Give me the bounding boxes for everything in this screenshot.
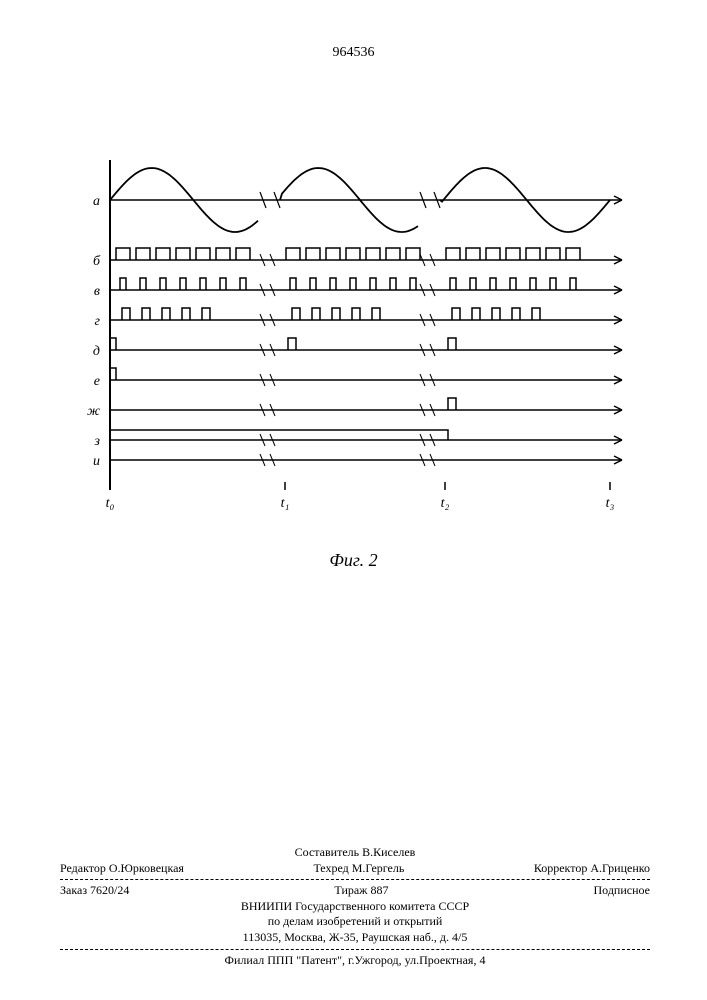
svg-text:ж: ж: [87, 404, 100, 419]
signed: Подписное: [594, 883, 651, 899]
timing-diagram: а бвгдежзи t₀ t₁ t₂ t₃: [70, 140, 630, 560]
order: Заказ 7620/24: [60, 883, 129, 899]
credits-block: Составитель В.Киселев Редактор О.Юрковец…: [60, 845, 650, 968]
tirazh: Тираж 887: [334, 883, 388, 899]
svg-text:t₀: t₀: [106, 496, 115, 511]
figure-label: Фиг. 2: [0, 550, 707, 571]
patent-number: 964536: [0, 45, 707, 61]
svg-text:и: и: [93, 454, 100, 469]
svg-text:б: б: [93, 254, 101, 269]
svg-text:t₁: t₁: [281, 496, 290, 511]
svg-text:г: г: [95, 314, 101, 329]
svg-text:з: з: [94, 434, 101, 449]
svg-text:t₃: t₃: [606, 496, 615, 511]
editor: Редактор О.Юрковецкая: [60, 861, 184, 877]
branch: Филиал ППП "Патент", г.Ужгород, ул.Проек…: [60, 953, 650, 969]
svg-text:д: д: [93, 344, 100, 359]
svg-text:а: а: [93, 194, 100, 209]
addr: 113035, Москва, Ж-35, Раушская наб., д. …: [60, 930, 650, 946]
compiler: Составитель В.Киселев: [60, 845, 650, 861]
org2: по делам изобретений и открытий: [60, 914, 650, 930]
corrector: Корректор А.Гриценко: [534, 861, 650, 877]
svg-text:t₂: t₂: [441, 496, 450, 511]
svg-text:е: е: [94, 374, 100, 389]
svg-text:в: в: [94, 284, 100, 299]
techred: Техред М.Гергель: [313, 861, 404, 877]
org1: ВНИИПИ Государственного комитета СССР: [60, 899, 650, 915]
